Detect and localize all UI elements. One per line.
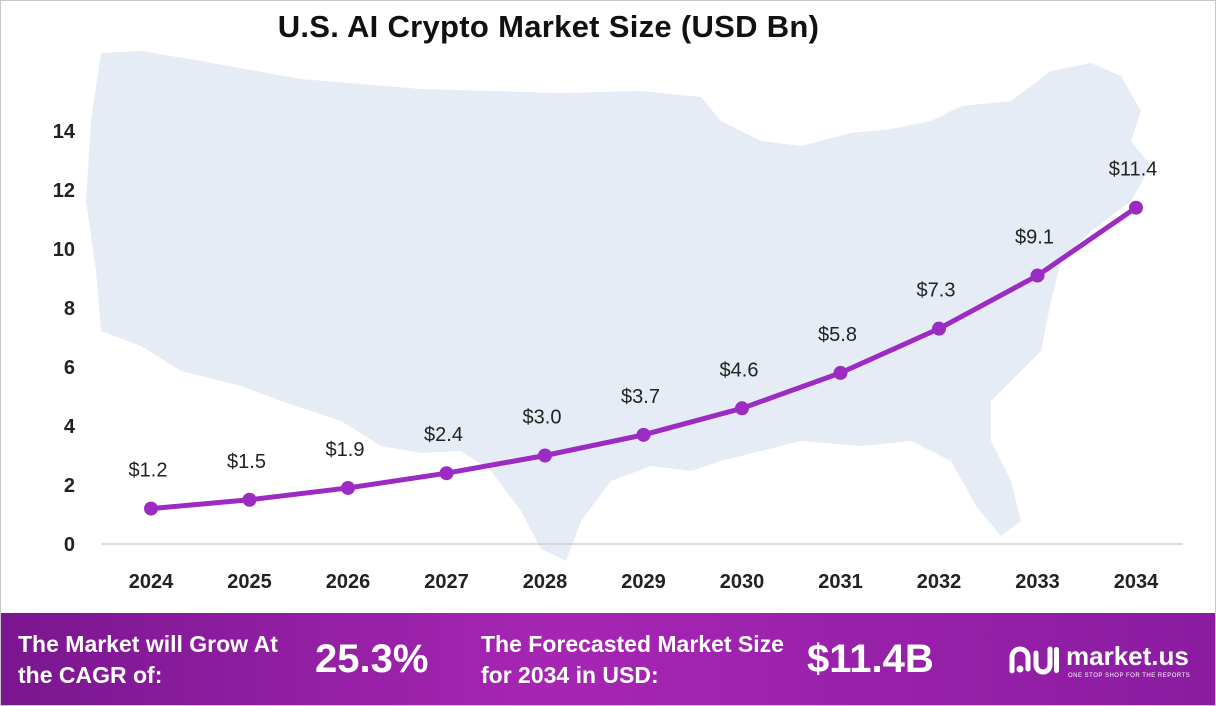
data-label: $5.8	[818, 324, 857, 346]
data-label: $1.9	[326, 439, 365, 461]
data-labels: $1.2 $1.5 $1.9 $2.4 $3.0 $3.7 $4.6 $5.8 $7.3 $9.1…	[129, 159, 1158, 482]
data-point	[1030, 268, 1045, 283]
cagr-label: The Market will Grow At the CAGR of:	[18, 631, 278, 688]
data-point	[144, 501, 158, 516]
data-points	[144, 200, 1143, 516]
data-point	[735, 401, 749, 416]
data-point	[932, 321, 946, 336]
brand-logo-icon	[1009, 646, 1059, 675]
data-label: $3.7	[621, 386, 660, 408]
data-point	[1129, 200, 1143, 215]
x-tick-label: 2029	[621, 571, 666, 593]
data-point	[833, 365, 848, 380]
y-tick-label: 0	[64, 534, 75, 556]
data-label: $1.2	[129, 460, 168, 482]
us-map-background	[86, 51, 1151, 561]
x-tick-label: 2034	[1114, 571, 1159, 593]
x-tick-label: 2026	[326, 571, 371, 593]
cagr-value: 25.3%	[315, 637, 429, 681]
chart-title: U.S. AI Crypto Market Size (USD Bn)	[277, 9, 820, 44]
data-label: $2.4	[424, 424, 463, 446]
x-tick-label: 2028	[523, 571, 568, 593]
data-point	[636, 427, 651, 442]
y-tick-label: 10	[53, 239, 75, 261]
data-label: $4.6	[720, 359, 759, 381]
data-label: $7.3	[917, 280, 956, 302]
data-label: $3.0	[523, 407, 562, 429]
y-tick-label: 14	[53, 121, 76, 143]
brand-tagline: ONE STOP SHOP FOR THE REPORTS	[1068, 673, 1191, 679]
data-point	[242, 492, 257, 507]
x-tick-label: 2033	[1015, 571, 1060, 593]
brand-logo: market.us ONE STOP SHOP FOR THE REPORTS	[1006, 639, 1215, 683]
chart-canvas: 0 2 4 6 8 10 12 14 2024 2025 2026 2027 2028 2029 2030…	[53, 51, 1183, 593]
data-label: $9.1	[1015, 227, 1054, 249]
brand-name: market.us	[1066, 641, 1189, 671]
x-tick-label: 2030	[720, 571, 765, 593]
y-tick-label: 12	[53, 180, 75, 202]
x-tick-label: 2031	[818, 571, 863, 593]
y-axis-ticks: 0 2 4 6 8 10 12 14	[53, 121, 76, 556]
y-tick-label: 4	[64, 416, 76, 438]
data-point	[439, 466, 454, 481]
x-tick-label: 2024	[129, 571, 174, 593]
forecast-label: The Forecasted Market Size for 2034 in U…	[481, 631, 784, 688]
y-tick-label: 2	[64, 475, 75, 497]
footer-banner: The Market will Grow At the CAGR of: 25.…	[1, 613, 1215, 705]
y-tick-label: 8	[64, 298, 75, 320]
data-label: $11.4	[1109, 159, 1158, 181]
forecast-value: $11.4B	[807, 637, 934, 681]
data-point	[538, 448, 552, 463]
x-tick-label: 2032	[917, 571, 962, 593]
y-tick-label: 6	[64, 357, 75, 379]
data-point	[341, 480, 355, 495]
x-axis-ticks: 2024 2025 2026 2027 2028 2029 2030 2031 2032 2033…	[129, 571, 1159, 593]
x-tick-label: 2027	[424, 571, 469, 593]
data-label: $1.5	[227, 451, 266, 473]
x-tick-label: 2025	[227, 571, 272, 593]
